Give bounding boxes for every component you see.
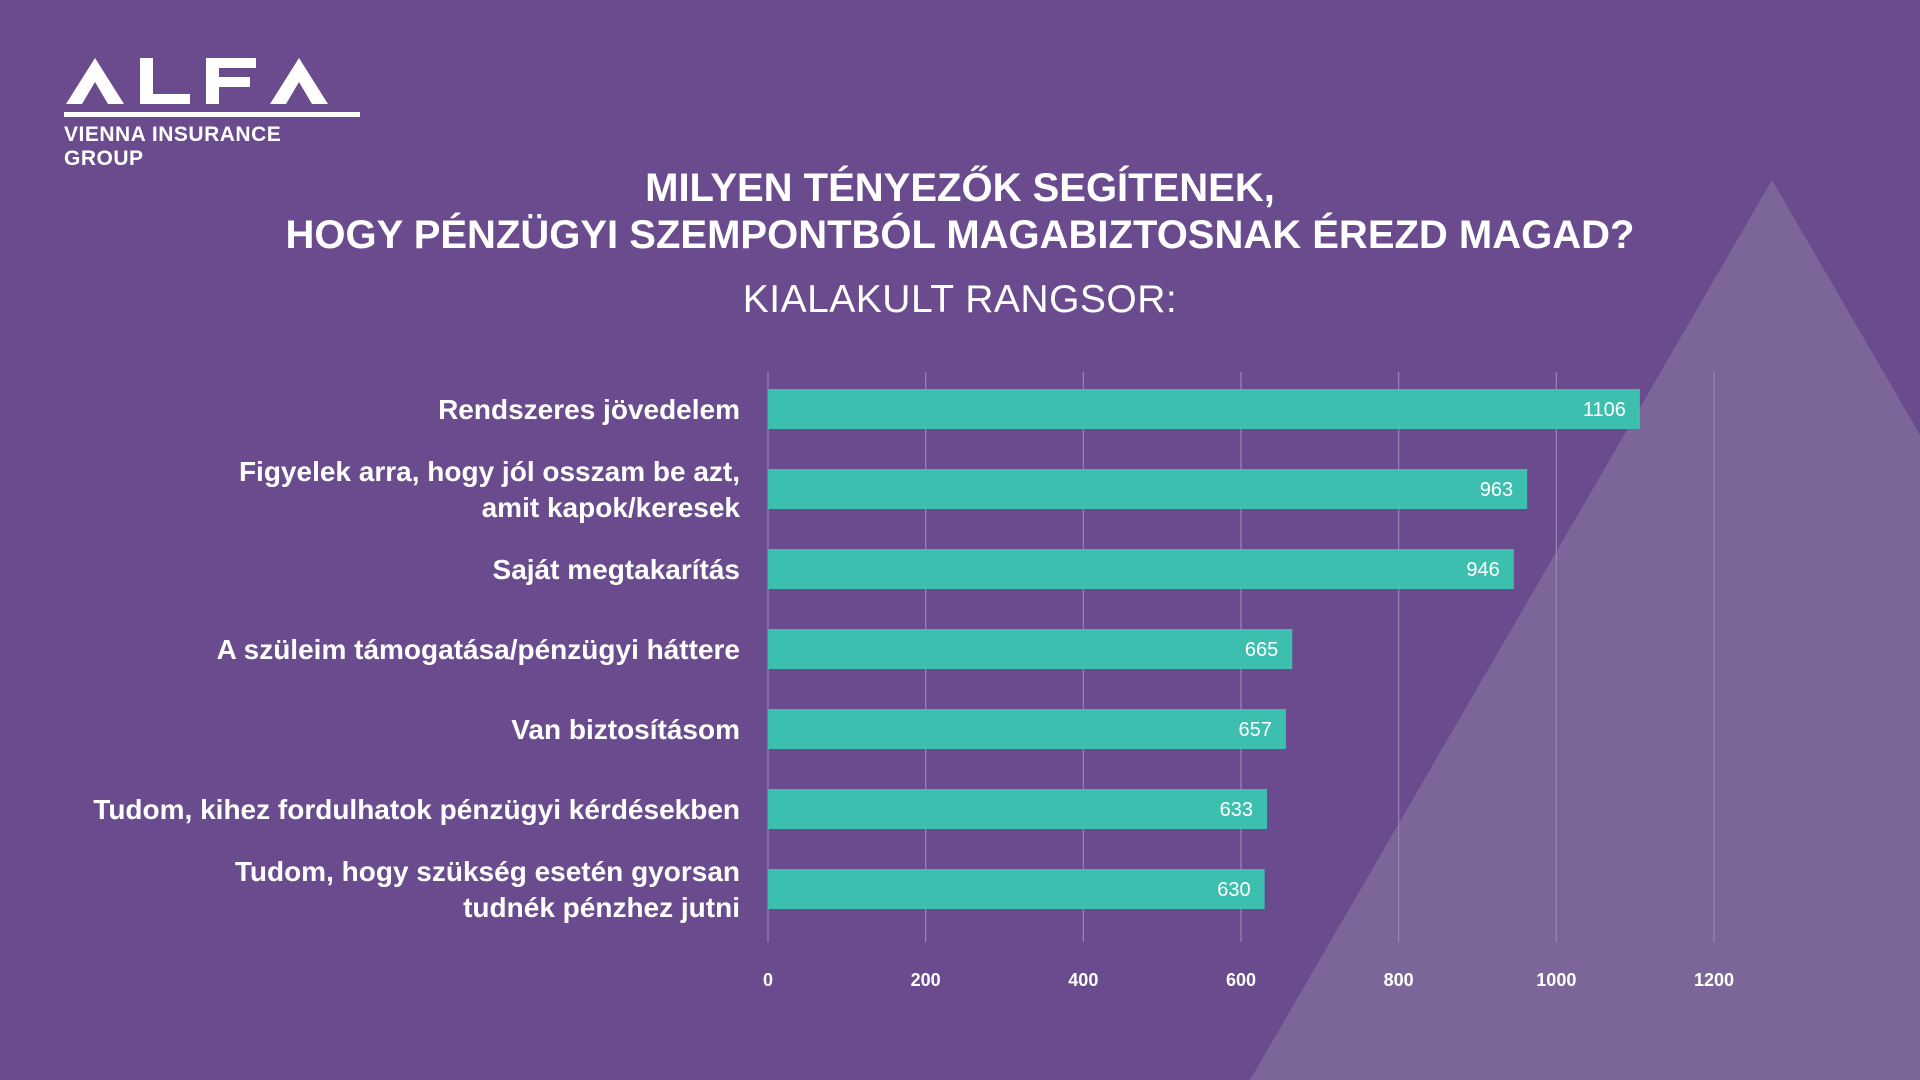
logo-divider [64,112,360,117]
x-tick-label: 1000 [1536,970,1576,990]
category-label: tudnék pénzhez jutni [463,892,740,923]
bar [768,469,1528,509]
logo-letters [64,56,364,106]
chart-title-line-2: HOGY PÉNZÜGYI SZEMPONTBÓL MAGABIZTOSNAK … [285,213,1635,257]
logo-subtitle: VIENNA INSURANCE GROUP [64,123,282,170]
chart-title-line-1: MILYEN TÉNYEZŐK SEGÍTENEK, [645,166,1275,210]
bar [768,629,1293,669]
bar-value-label: 946 [1466,559,1499,581]
x-tick-label: 600 [1226,970,1256,990]
bar [768,869,1265,909]
bar-value-label: 630 [1217,879,1250,901]
x-tick-label: 0 [763,970,773,990]
bar [768,389,1640,429]
bar-value-label: 665 [1245,639,1278,661]
x-tick-label: 400 [1068,970,1098,990]
bar-value-label: 657 [1239,719,1272,741]
category-label: Rendszeres jövedelem [438,394,740,425]
logo-letter-f-icon [206,58,256,104]
chart-subtitle: KIALAKULT RANGSOR: [742,278,1178,321]
bar [768,549,1514,589]
category-label: A szüleim támogatása/pénzügyi háttere [217,634,740,665]
logo-letter-l-icon [140,58,190,104]
category-label: Van biztosításom [511,714,740,745]
logo-letter-a-icon [66,58,124,104]
category-label: Tudom, hogy szükség esetén gyorsan [235,856,740,887]
logo-letter-a2-icon [270,58,328,104]
bar [768,789,1268,829]
x-tick-label: 1200 [1694,970,1734,990]
category-label: amit kapok/keresek [482,492,741,523]
x-tick-label: 800 [1384,970,1414,990]
category-label: Tudom, kihez fordulhatok pénzügyi kérdés… [93,794,740,825]
alfa-logo: VIENNA INSURANCE GROUP [64,56,364,171]
bar-value-label: 963 [1480,479,1513,501]
category-label: Saját megtakarítás [493,554,740,585]
category-label: Figyelek arra, hogy jól osszam be azt, [239,456,740,487]
bar-value-label: 633 [1220,799,1253,821]
bar [768,709,1286,749]
bar-value-label: 1106 [1583,399,1626,421]
x-tick-label: 200 [911,970,941,990]
